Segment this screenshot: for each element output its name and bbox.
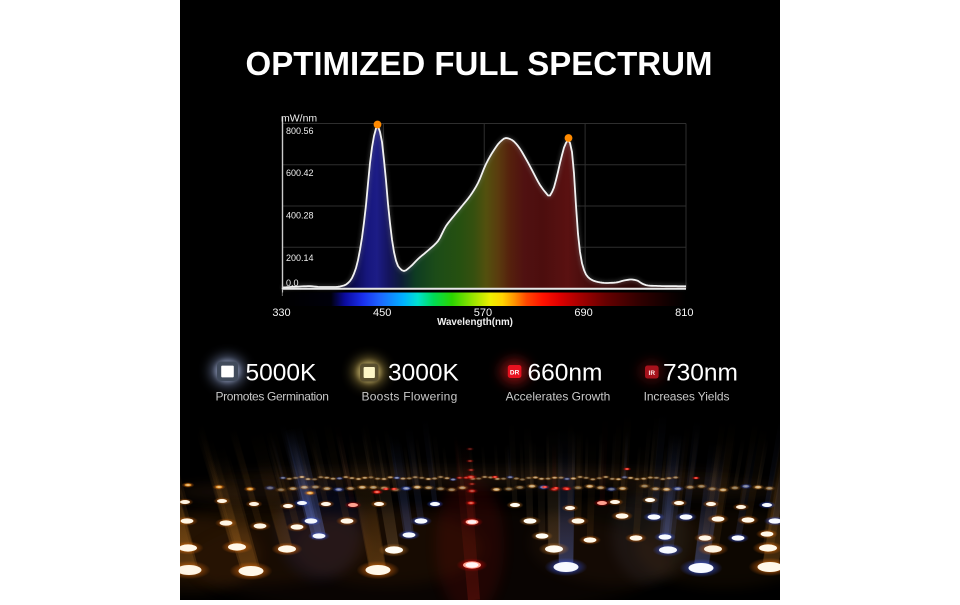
svg-text:Increases Yields: Increases Yields (644, 390, 730, 404)
svg-text:Accelerates Growth: Accelerates Growth (506, 390, 611, 404)
svg-text:0.0: 0.0 (286, 278, 299, 288)
svg-text:3000K: 3000K (388, 360, 460, 387)
svg-text:Promotes Germination: Promotes Germination (215, 390, 328, 404)
svg-text:730nm: 730nm (663, 360, 738, 387)
svg-text:200.14: 200.14 (286, 253, 314, 263)
svg-text:800.56: 800.56 (286, 126, 314, 136)
svg-text:DR: DR (510, 369, 520, 376)
svg-text:690: 690 (574, 307, 592, 319)
svg-text:400.28: 400.28 (286, 210, 314, 220)
svg-text:mW/nm: mW/nm (281, 113, 317, 125)
svg-text:810: 810 (675, 307, 693, 319)
svg-text:600.42: 600.42 (286, 168, 314, 178)
svg-text:Wavelength(nm): Wavelength(nm) (437, 317, 513, 328)
svg-text:IR: IR (649, 370, 656, 377)
svg-text:450: 450 (373, 307, 391, 319)
svg-text:660nm: 660nm (528, 360, 603, 387)
svg-text:5000K: 5000K (246, 360, 318, 387)
svg-text:330: 330 (272, 307, 290, 319)
svg-text:570: 570 (474, 307, 492, 319)
svg-text:Boosts Flowering: Boosts Flowering (361, 390, 457, 404)
svg-text:OPTIMIZED FULL SPECTRUM: OPTIMIZED FULL SPECTRUM (246, 45, 713, 82)
